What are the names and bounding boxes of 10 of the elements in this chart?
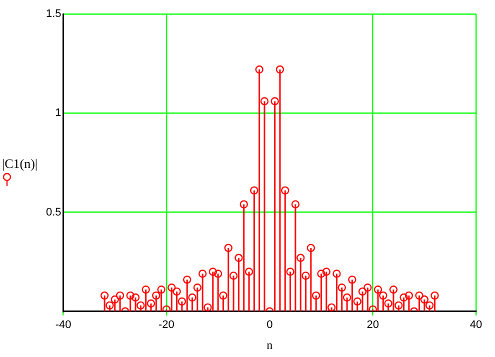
x-tick-label: 20 [366, 319, 379, 332]
y-tick-label: 1.5 [46, 8, 62, 20]
x-tick-label: 40 [470, 319, 482, 332]
x-tick-label: 0 [266, 319, 273, 332]
x-axis-title: n [266, 338, 273, 352]
x-tick-label: -20 [158, 319, 174, 332]
y-axis-title: |C1(n)| [2, 156, 38, 172]
y-tick-label: 0.5 [46, 206, 62, 218]
y-tick-label: 1 [55, 107, 62, 120]
x-tick-label: -40 [55, 319, 72, 332]
